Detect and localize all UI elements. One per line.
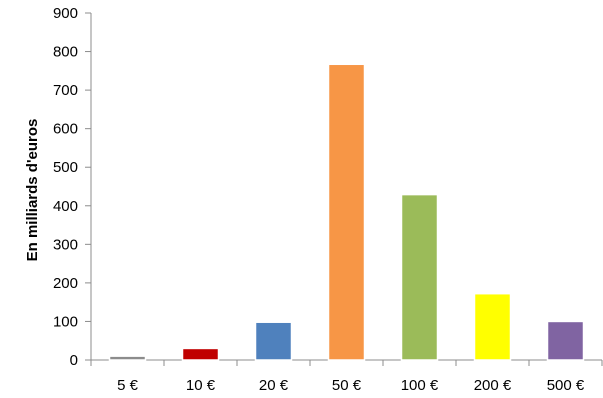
x-axis-ticks: 5 € 10 € 20 € 50 € 100 € 200 € 500 €	[90, 360, 603, 394]
y-tick-label: 500	[53, 159, 78, 176]
bar-2	[181, 347, 220, 361]
bar-5	[400, 193, 439, 361]
y-axis-ticks: 0 100 200 300 400 500 600 700 800 900	[53, 5, 91, 369]
bar-3	[254, 321, 293, 361]
x-tick-label: 100 €	[401, 377, 439, 394]
bars	[108, 63, 585, 361]
bar-4	[327, 63, 366, 361]
x-tick-label: 200 €	[474, 377, 512, 394]
x-tick-label: 5 €	[117, 377, 139, 394]
y-tick-label: 0	[70, 352, 78, 369]
y-tick-label: 300	[53, 236, 78, 253]
x-tick-label: 500 €	[547, 377, 585, 394]
bar-6	[473, 292, 512, 361]
x-tick-label: 10 €	[186, 377, 216, 394]
y-tick-label: 600	[53, 121, 78, 138]
y-axis-label: En milliards d'euros	[24, 119, 41, 262]
y-tick-label: 900	[53, 5, 78, 22]
bar-7	[546, 320, 585, 361]
y-tick-label: 200	[53, 275, 78, 292]
bar-1	[108, 355, 147, 361]
y-tick-label: 400	[53, 198, 78, 215]
x-tick-label: 20 €	[259, 377, 289, 394]
y-tick-label: 700	[53, 82, 78, 99]
y-tick-label: 100	[53, 313, 78, 330]
y-tick-label: 800	[53, 44, 78, 61]
x-tick-label: 50 €	[332, 377, 362, 394]
